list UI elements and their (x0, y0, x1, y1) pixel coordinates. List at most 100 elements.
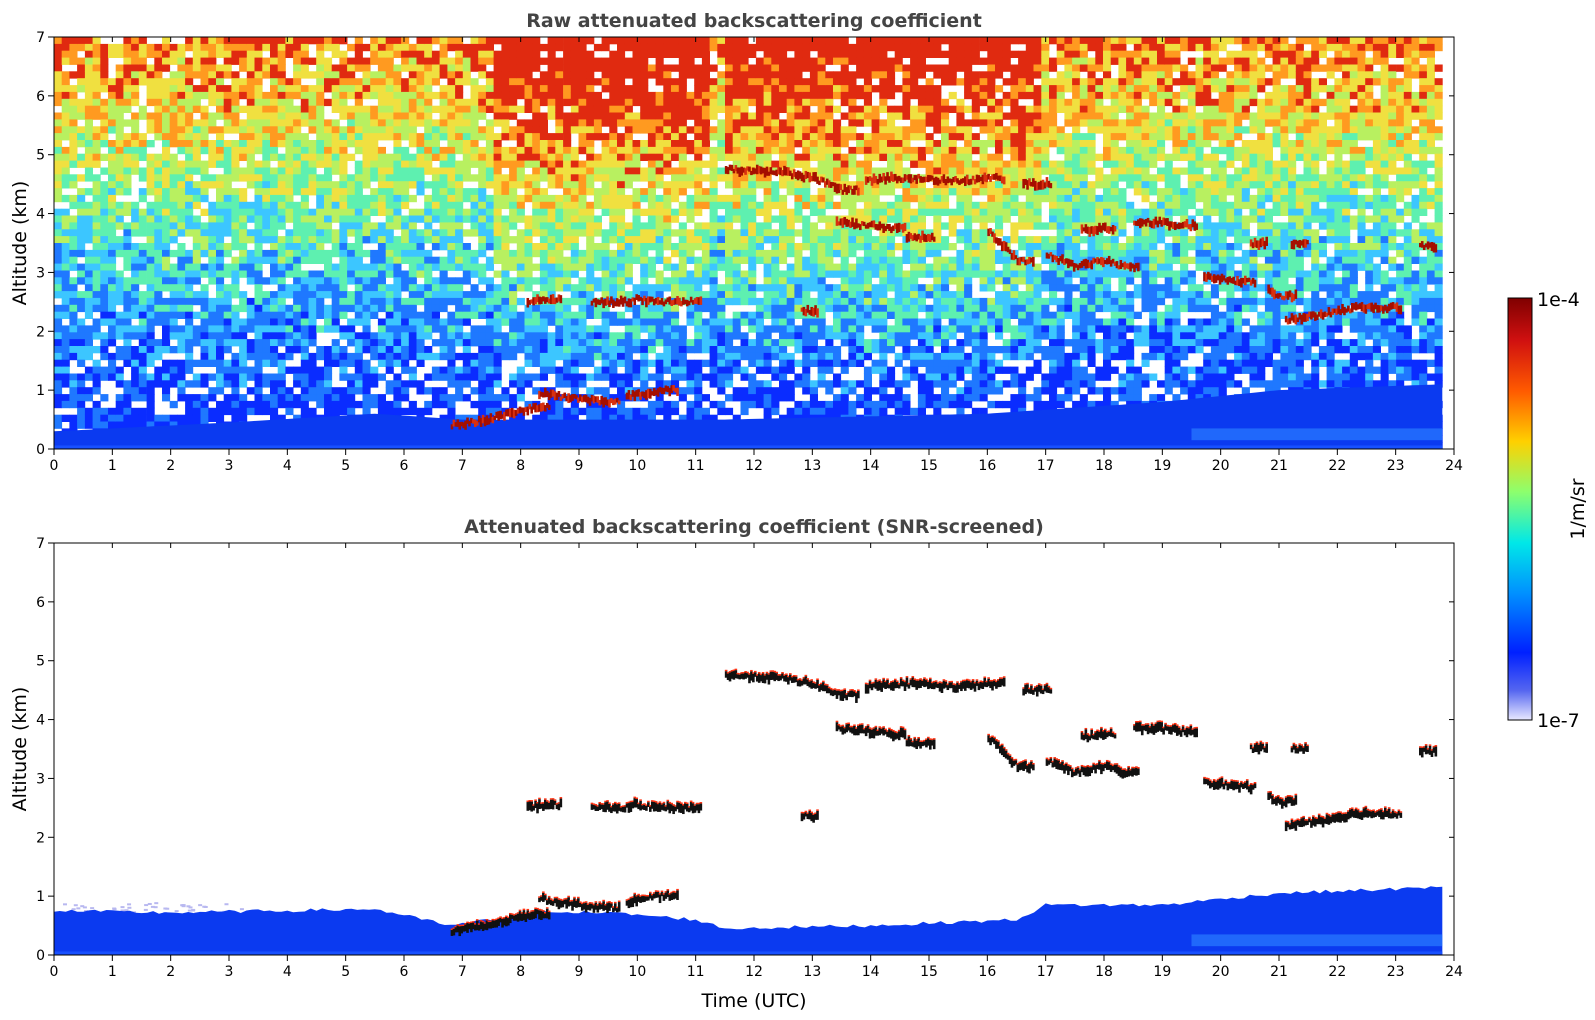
top-cloud-layer-20 (1284, 302, 1403, 325)
x-tick-label: 4 (283, 964, 292, 980)
x-tick-label: 17 (1037, 964, 1055, 980)
top-cloud-layer-19 (1267, 284, 1298, 303)
colorbar-bands (1508, 298, 1532, 721)
bottom-cloud-layer-19 (1267, 790, 1298, 809)
x-tick-label: 13 (803, 458, 821, 474)
x-tick-label: 7 (458, 964, 467, 980)
top-cloud-layer-15 (1080, 222, 1117, 237)
x-tick-label: 3 (225, 458, 234, 474)
x-tick-label: 20 (1212, 458, 1230, 474)
top-x-axis: 0 1 2 3 4 5 6 7 8 9 10 11 12 13 14 15 16 17 18 19 20 21 22 23 24 (50, 37, 1463, 474)
colorbar-min-label: 1e-7 (1537, 710, 1580, 732)
x-tick-label: 11 (687, 964, 705, 980)
bottom-cloud-layer-11 (923, 676, 1006, 693)
bottom-cloud-layer-9 (905, 734, 936, 750)
surface-band (54, 951, 1443, 955)
x-tick-label: 6 (400, 458, 409, 474)
x-tick-label: 10 (628, 964, 646, 980)
x-tick-label: 15 (920, 458, 938, 474)
x-tick-label: 19 (1153, 458, 1171, 474)
x-tick-label: 8 (516, 458, 525, 474)
x-tick-label: 17 (1037, 458, 1055, 474)
y-tick-label: 3 (36, 265, 45, 281)
y-tick-label: 5 (36, 148, 45, 164)
bottom-panel-plot-area (54, 668, 1443, 955)
x-tick-label: 18 (1095, 458, 1113, 474)
top-cloud-layer-18 (1249, 236, 1268, 250)
bottom-cloud-layer-22 (1419, 744, 1438, 758)
top-cloud-layer-3 (526, 294, 563, 308)
boundary-layer-inner-band (1191, 934, 1443, 947)
top-cloud-layer-13 (1022, 177, 1053, 191)
x-tick-label: 8 (516, 964, 525, 980)
bottom-panel-title: Attenuated backscattering coefficient (S… (464, 516, 1044, 538)
top-cloud-layer-11 (923, 172, 1006, 187)
y-tick-label: 6 (36, 89, 45, 105)
bottom-cloud-layer-0 (450, 907, 551, 937)
x-tick-label: 22 (1328, 964, 1346, 980)
bottom-cloud-layer-13 (1022, 682, 1053, 697)
top-cloud-layer-21 (1290, 239, 1309, 250)
bottom-cloud-layer-21 (1290, 742, 1309, 754)
y-tick-label: 6 (36, 595, 45, 611)
x-tick-label: 23 (1387, 458, 1405, 474)
x-tick-label: 23 (1387, 964, 1405, 980)
bottom-cloud-layer-8 (835, 720, 907, 742)
bottom-cloud-layer-20 (1284, 805, 1403, 832)
x-tick-label: 0 (50, 964, 59, 980)
x-tick-label: 14 (862, 458, 880, 474)
y-tick-label: 0 (36, 442, 45, 458)
x-tick-label: 20 (1212, 964, 1230, 980)
x-tick-label: 5 (341, 458, 350, 474)
bottom-cloud-layer-18 (1249, 740, 1268, 755)
bottom-cloud-layer-17 (1203, 776, 1257, 795)
top-boundary-layer (54, 384, 1443, 449)
x-tick-label: 19 (1153, 964, 1171, 980)
x-tick-label: 14 (862, 964, 880, 980)
x-tick-label: 2 (166, 964, 175, 980)
colorbar-unit-label: 1/m/sr (1567, 478, 1589, 539)
top-panel-title: Raw attenuated backscattering coefficien… (526, 10, 982, 32)
y-tick-label: 4 (36, 713, 45, 729)
x-tick-label: 7 (458, 458, 467, 474)
top-cloud-layer-23 (800, 304, 819, 318)
surface-band (54, 445, 1443, 449)
boundary-layer-inner-band (1191, 428, 1443, 441)
colorbar (1507, 297, 1533, 721)
top-cloud-layer-12 (987, 228, 1035, 267)
top-cloud-layer-16 (1133, 216, 1198, 232)
x-tick-label: 24 (1445, 458, 1463, 474)
top-panel-plot-area (54, 37, 1443, 449)
bottom-cloud-layer-15 (1080, 726, 1117, 743)
top-cloud-layer-17 (1203, 271, 1257, 288)
x-tick-label: 13 (803, 964, 821, 980)
x-tick-label: 12 (745, 458, 763, 474)
bottom-y-axis-label: Altitude (km) (9, 687, 31, 812)
x-tick-label: 0 (50, 458, 59, 474)
x-tick-label: 1 (108, 458, 117, 474)
y-tick-label: 1 (36, 889, 45, 905)
y-tick-label: 7 (36, 536, 45, 552)
x-tick-label: 10 (628, 458, 646, 474)
x-tick-label: 16 (978, 964, 996, 980)
top-cloud-layer-8 (835, 216, 907, 234)
bottom-cloud-layer-12 (987, 733, 1035, 774)
y-tick-label: 2 (36, 324, 45, 340)
bottom-cloud-layer-5 (631, 796, 673, 814)
top-cloud-layer-2 (625, 384, 679, 402)
y-tick-label: 2 (36, 830, 45, 846)
bottom-cloud-layer-7 (724, 668, 860, 703)
bottom-cloud-layer-4 (590, 800, 633, 814)
top-y-axis: 0 1 2 3 4 5 6 7 (36, 30, 1454, 458)
top-cloud-layer-10 (864, 171, 924, 186)
bottom-cloud-layer-23 (800, 809, 819, 823)
x-tick-label: 1 (108, 964, 117, 980)
bottom-cloud-layer-3 (526, 797, 563, 814)
bottom-cloud-layer-1 (538, 891, 621, 914)
x-tick-label: 21 (1270, 964, 1288, 980)
top-noise-field (54, 37, 1443, 449)
top-cloud-layer-0 (450, 402, 551, 430)
y-tick-label: 4 (36, 207, 45, 223)
bottom-y-axis: 0 1 2 3 4 5 6 7 (36, 536, 1454, 964)
